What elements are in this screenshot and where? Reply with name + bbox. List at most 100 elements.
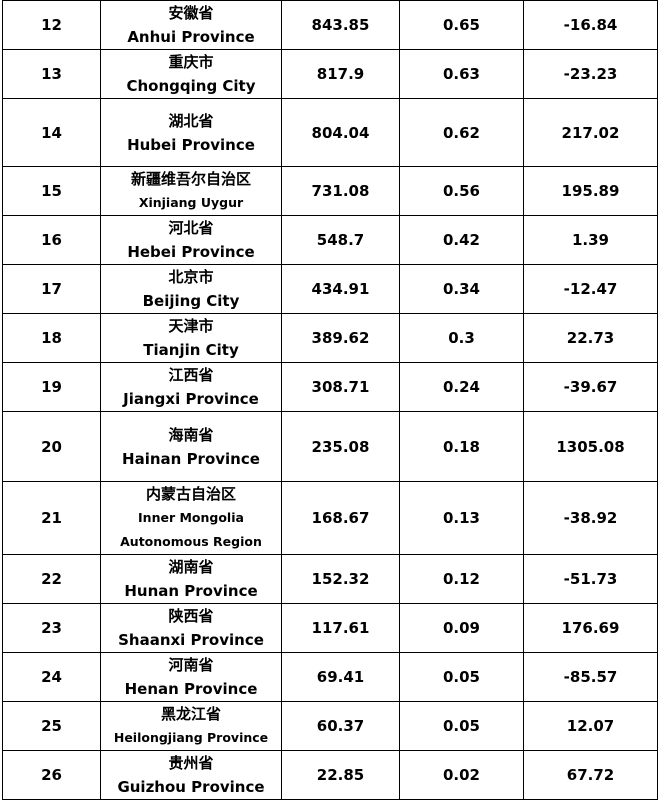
table-row: 15 新疆维吾尔自治区 Xinjiang Uygur 731.08 0.56 195.89: [2, 166, 658, 216]
region-cell: 海南省 Hainan Province: [100, 411, 282, 482]
region-name-chinese: 江西省: [168, 366, 214, 384]
change-cell: 176.69: [523, 603, 658, 653]
region-name-chinese: 新疆维吾尔自治区: [130, 170, 251, 188]
region-cell: 重庆市 Chongqing City: [100, 49, 282, 99]
region-name-chinese: 贵州省: [168, 754, 214, 772]
share-cell: 0.02: [399, 750, 524, 800]
table-row: 18 天津市 Tianjin City 389.62 0.3 22.73: [2, 313, 658, 363]
value-cell: 22.85: [281, 750, 400, 800]
value-cell: 843.85: [281, 0, 400, 50]
region-name-chinese: 湖南省: [168, 558, 214, 576]
table-row: 22 湖南省 Hunan Province 152.32 0.12 -51.73: [2, 554, 658, 604]
change-cell: 22.73: [523, 313, 658, 363]
rank-cell: 15: [2, 166, 101, 216]
region-cell: 黑龙江省 Heilongjiang Province: [100, 701, 282, 751]
region-name-english: Henan Province: [124, 680, 258, 698]
region-name-chinese: 黑龙江省: [160, 705, 221, 723]
value-cell: 168.67: [281, 481, 400, 555]
value-cell: 152.32: [281, 554, 400, 604]
region-name-english: Hunan Province: [124, 582, 258, 600]
region-name-chinese: 海南省: [168, 425, 214, 444]
region-name-chinese: 内蒙古自治区: [145, 485, 236, 503]
rank-cell: 19: [2, 362, 101, 412]
rank-cell: 24: [2, 652, 101, 702]
region-name-english: Tianjin City: [143, 341, 239, 359]
region-cell: 天津市 Tianjin City: [100, 313, 282, 363]
value-cell: 117.61: [281, 603, 400, 653]
region-name-chinese: 北京市: [168, 268, 214, 286]
change-cell: -51.73: [523, 554, 658, 604]
change-cell: 12.07: [523, 701, 658, 751]
region-cell: 陕西省 Shaanxi Province: [100, 603, 282, 653]
rank-cell: 26: [2, 750, 101, 800]
value-cell: 308.71: [281, 362, 400, 412]
region-name-chinese: 安徽省: [168, 4, 214, 22]
region-name-english: Heilongjiang Province: [113, 730, 269, 745]
region-name-english: Anhui Province: [127, 28, 255, 46]
table-row: 19 江西省 Jiangxi Province 308.71 0.24 -39.67: [2, 362, 658, 412]
region-name-english: Hubei Province: [127, 135, 255, 154]
rank-cell: 22: [2, 554, 101, 604]
region-cell: 内蒙古自治区 Inner Mongolia Autonomous Region: [100, 481, 282, 555]
region-cell: 河南省 Henan Province: [100, 652, 282, 702]
rank-cell: 20: [2, 411, 101, 482]
change-cell: 195.89: [523, 166, 658, 216]
region-name-english: Beijing City: [142, 292, 240, 310]
share-cell: 0.24: [399, 362, 524, 412]
change-cell: -39.67: [523, 362, 658, 412]
rank-cell: 16: [2, 215, 101, 265]
region-name-english: Hebei Province: [127, 243, 255, 261]
share-cell: 0.56: [399, 166, 524, 216]
change-cell: 1.39: [523, 215, 658, 265]
value-cell: 389.62: [281, 313, 400, 363]
change-cell: 67.72: [523, 750, 658, 800]
share-cell: 0.3: [399, 313, 524, 363]
region-name-english: Shaanxi Province: [118, 631, 264, 649]
share-cell: 0.42: [399, 215, 524, 265]
share-cell: 0.18: [399, 411, 524, 482]
value-cell: 817.9: [281, 49, 400, 99]
region-name-english: Xinjiang Uygur: [138, 195, 244, 210]
table-row: 20 海南省 Hainan Province 235.08 0.18 1305.08: [2, 411, 658, 482]
rank-cell: 14: [2, 98, 101, 167]
share-cell: 0.63: [399, 49, 524, 99]
rank-cell: 17: [2, 264, 101, 314]
table-row: 23 陕西省 Shaanxi Province 117.61 0.09 176.69: [2, 603, 658, 653]
rank-cell: 18: [2, 313, 101, 363]
region-name-chinese: 湖北省: [168, 111, 214, 130]
table-row: 24 河南省 Henan Province 69.41 0.05 -85.57: [2, 652, 658, 702]
share-cell: 0.05: [399, 701, 524, 751]
table-row: 14 湖北省 Hubei Province 804.04 0.62 217.02: [2, 98, 658, 167]
rank-cell: 25: [2, 701, 101, 751]
region-name-chinese: 河南省: [168, 656, 214, 674]
rank-cell: 23: [2, 603, 101, 653]
region-name-chinese: 天津市: [168, 317, 214, 335]
value-cell: 60.37: [281, 701, 400, 751]
rank-cell: 13: [2, 49, 101, 99]
table-row: 12 安徽省 Anhui Province 843.85 0.65 -16.84: [2, 0, 658, 50]
table-row: 16 河北省 Hebei Province 548.7 0.42 1.39: [2, 215, 658, 265]
region-cell: 北京市 Beijing City: [100, 264, 282, 314]
region-cell: 安徽省 Anhui Province: [100, 0, 282, 50]
change-cell: 217.02: [523, 98, 658, 167]
change-cell: -12.47: [523, 264, 658, 314]
table-row: 26 贵州省 Guizhou Province 22.85 0.02 67.72: [2, 750, 658, 800]
share-cell: 0.09: [399, 603, 524, 653]
rank-cell: 12: [2, 0, 101, 50]
region-name-chinese: 河北省: [168, 219, 214, 237]
value-cell: 548.7: [281, 215, 400, 265]
region-name-english: Hainan Province: [122, 449, 260, 468]
change-cell: -38.92: [523, 481, 658, 555]
value-cell: 235.08: [281, 411, 400, 482]
rank-cell: 21: [2, 481, 101, 555]
share-cell: 0.34: [399, 264, 524, 314]
region-cell: 湖南省 Hunan Province: [100, 554, 282, 604]
table-row: 13 重庆市 Chongqing City 817.9 0.63 -23.23: [2, 49, 658, 99]
region-cell: 河北省 Hebei Province: [100, 215, 282, 265]
table-row: 25 黑龙江省 Heilongjiang Province 60.37 0.05 12.0…: [2, 701, 658, 751]
table-row: 21 内蒙古自治区 Inner Mongolia Autonomous Region 1…: [2, 481, 658, 555]
value-cell: 69.41: [281, 652, 400, 702]
change-cell: -23.23: [523, 49, 658, 99]
